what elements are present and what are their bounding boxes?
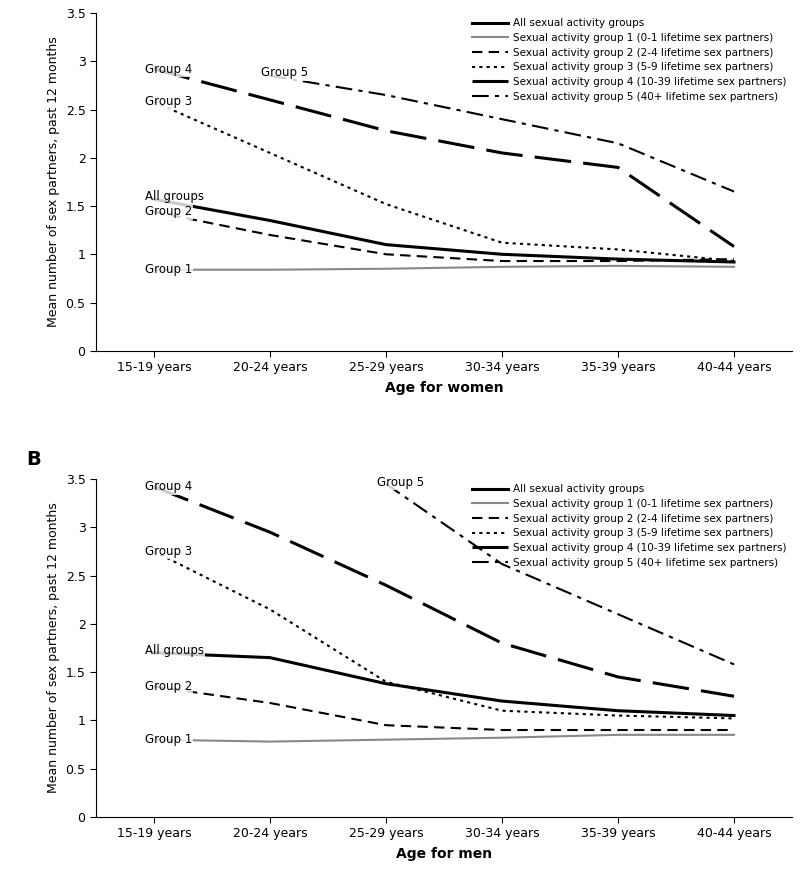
Text: B: B xyxy=(26,450,41,469)
Legend: All sexual activity groups, Sexual activity group 1 (0-1 lifetime sex partners),: All sexual activity groups, Sexual activ… xyxy=(470,17,789,103)
Text: A: A xyxy=(26,0,42,3)
Legend: All sexual activity groups, Sexual activity group 1 (0-1 lifetime sex partners),: All sexual activity groups, Sexual activ… xyxy=(470,482,789,570)
Y-axis label: Mean number of sex partners, past 12 months: Mean number of sex partners, past 12 mon… xyxy=(47,502,60,793)
Text: Group 3: Group 3 xyxy=(145,545,192,558)
Text: Group 1: Group 1 xyxy=(145,733,192,746)
Text: Group 5: Group 5 xyxy=(377,475,424,488)
X-axis label: Age for men: Age for men xyxy=(396,847,492,861)
Text: All groups: All groups xyxy=(145,190,204,202)
Text: Group 4: Group 4 xyxy=(145,481,192,494)
Text: Group 5: Group 5 xyxy=(261,66,308,79)
X-axis label: Age for women: Age for women xyxy=(385,381,503,395)
Text: Group 2: Group 2 xyxy=(145,680,192,693)
Text: Group 4: Group 4 xyxy=(145,63,192,76)
Text: All groups: All groups xyxy=(145,645,204,657)
Text: Group 2: Group 2 xyxy=(145,205,192,218)
Y-axis label: Mean number of sex partners, past 12 months: Mean number of sex partners, past 12 mon… xyxy=(47,36,60,328)
Text: Group 3: Group 3 xyxy=(145,96,192,109)
Text: Group 1: Group 1 xyxy=(145,263,192,276)
